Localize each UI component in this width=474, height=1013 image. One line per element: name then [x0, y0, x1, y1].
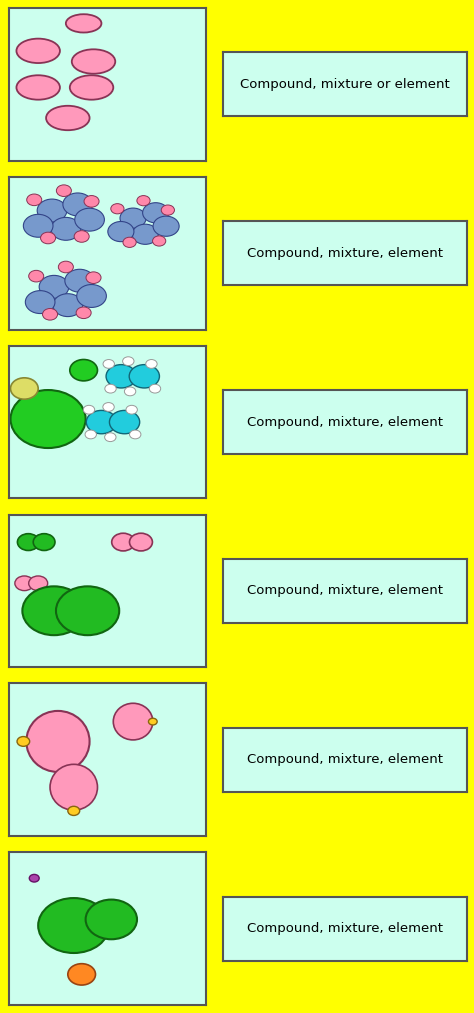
Circle shape — [10, 390, 86, 448]
Circle shape — [109, 410, 140, 434]
Circle shape — [137, 196, 150, 206]
Circle shape — [84, 196, 99, 207]
Circle shape — [29, 874, 39, 882]
Circle shape — [76, 307, 91, 318]
Circle shape — [65, 269, 94, 292]
Circle shape — [112, 533, 135, 551]
Ellipse shape — [27, 711, 90, 772]
Circle shape — [25, 291, 55, 314]
Text: Compound, mixture, element: Compound, mixture, element — [247, 754, 443, 766]
Ellipse shape — [17, 75, 60, 99]
Circle shape — [123, 237, 136, 247]
Circle shape — [15, 576, 34, 591]
Circle shape — [17, 736, 30, 747]
Circle shape — [111, 204, 124, 214]
Circle shape — [68, 963, 95, 985]
Circle shape — [129, 365, 159, 388]
Text: Compound, mixture, element: Compound, mixture, element — [247, 415, 443, 428]
Circle shape — [120, 208, 146, 228]
Circle shape — [105, 384, 116, 393]
Ellipse shape — [70, 75, 113, 99]
Circle shape — [106, 365, 137, 388]
Ellipse shape — [72, 50, 115, 74]
Circle shape — [29, 270, 44, 282]
Ellipse shape — [46, 105, 90, 131]
Circle shape — [77, 285, 106, 307]
Circle shape — [108, 222, 134, 242]
Circle shape — [29, 576, 48, 591]
Circle shape — [68, 806, 80, 815]
Circle shape — [63, 192, 92, 216]
Ellipse shape — [66, 14, 101, 32]
Circle shape — [149, 384, 161, 393]
Circle shape — [123, 357, 134, 366]
Circle shape — [83, 405, 95, 414]
Circle shape — [129, 431, 141, 439]
Text: Compound, mixture, element: Compound, mixture, element — [247, 922, 443, 935]
Ellipse shape — [50, 765, 98, 810]
Circle shape — [74, 231, 89, 242]
Circle shape — [43, 309, 57, 320]
Circle shape — [129, 533, 153, 551]
Circle shape — [85, 431, 96, 439]
Circle shape — [51, 218, 81, 240]
Circle shape — [41, 232, 55, 244]
Circle shape — [153, 236, 166, 246]
Text: Compound, mixture, element: Compound, mixture, element — [247, 247, 443, 259]
Circle shape — [103, 402, 114, 411]
Circle shape — [37, 200, 67, 222]
Circle shape — [86, 410, 117, 434]
Circle shape — [148, 718, 157, 725]
Circle shape — [105, 433, 116, 442]
Circle shape — [143, 203, 169, 223]
Circle shape — [124, 387, 136, 396]
Circle shape — [146, 360, 157, 369]
Circle shape — [56, 185, 72, 197]
Circle shape — [126, 405, 137, 414]
Circle shape — [86, 900, 137, 939]
Circle shape — [153, 216, 179, 236]
Circle shape — [23, 215, 53, 237]
Circle shape — [161, 205, 174, 215]
Circle shape — [39, 276, 69, 298]
Circle shape — [132, 224, 158, 244]
Circle shape — [53, 294, 82, 317]
Text: Compound, mixture, element: Compound, mixture, element — [247, 585, 443, 598]
Circle shape — [10, 378, 38, 399]
Circle shape — [58, 261, 73, 272]
Ellipse shape — [17, 38, 60, 63]
Circle shape — [27, 194, 42, 206]
Circle shape — [18, 534, 39, 550]
Circle shape — [22, 587, 86, 635]
Ellipse shape — [113, 703, 153, 739]
Circle shape — [33, 534, 55, 550]
Circle shape — [38, 899, 109, 953]
Circle shape — [56, 587, 119, 635]
Circle shape — [86, 271, 101, 284]
Circle shape — [103, 360, 114, 369]
Circle shape — [70, 360, 98, 381]
Text: Compound, mixture or element: Compound, mixture or element — [240, 78, 450, 91]
Circle shape — [75, 209, 104, 231]
